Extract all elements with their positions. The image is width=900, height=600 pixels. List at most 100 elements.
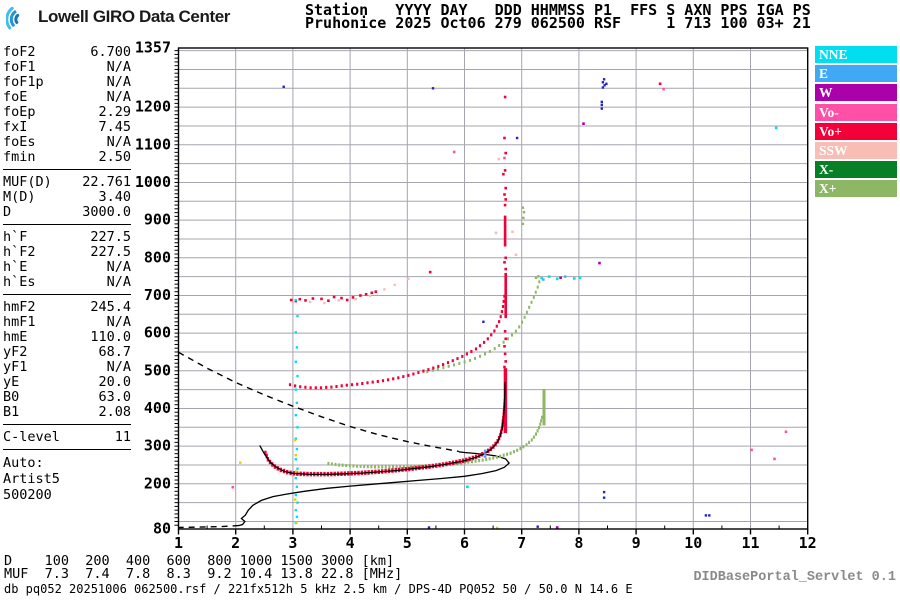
trace-dash-O-trace-2nd-hop [493, 329, 496, 333]
trace-dash-X-trace-2nd-hop [468, 358, 471, 362]
trace-dash-X-trace [327, 461, 330, 466]
echo-dot-E-echoes [542, 278, 545, 281]
echo-dot-spread-F-column-red [504, 267, 507, 271]
cusp-smear-O-trace-cusp-smear [503, 368, 508, 433]
echo-dot-spread-F-column-red [503, 169, 507, 172]
trace-dash-X-trace-2nd-hop [479, 354, 482, 358]
param-label: h`Es [3, 274, 36, 290]
trace-dash-O-trace-2nd-hop [470, 350, 473, 353]
param-value: 2.29 [98, 104, 131, 120]
param-value: 6.700 [90, 44, 131, 60]
x-axis-label: 1 [174, 534, 183, 552]
param-label: hmF2 [3, 299, 36, 315]
trace-dash-X-trace [530, 438, 533, 442]
y-axis-label: 300 [144, 437, 171, 455]
trace-dash-X-trace [495, 455, 498, 459]
echo-dot-NNE-interference-column [294, 509, 297, 512]
x-axis-label: 6 [460, 534, 469, 552]
param-row-yf2: yF2 68.7 [3, 345, 131, 360]
echo-dot-blue-echoes [601, 86, 605, 89]
param-value: 245.4 [90, 299, 131, 315]
trace-dash-O-trace-2nd-hop [437, 364, 440, 368]
echo-dot-yellow-marks [239, 461, 242, 464]
echo-dot-blue-echoes [600, 100, 603, 104]
legend-item-nne: NNE [815, 46, 897, 63]
trace-dash-O-trace-2nd-hop [299, 385, 302, 389]
echo-dot-spread-F-column-red [503, 330, 507, 333]
trace-dash-O-trace-2nd-hop [366, 381, 369, 385]
echo-dot-yellow-marks [295, 521, 298, 524]
trace-dash-X-trace [366, 465, 369, 469]
trace-dash-O-trace-2nd-hop [501, 305, 505, 308]
trace-dash-O-trace-2nd-hop [478, 344, 482, 348]
trace-dash-X-trace [356, 464, 358, 468]
echo-dot-spread-F-column-red [504, 360, 507, 363]
legend-item-w: W [815, 84, 897, 102]
param-value: 3000.0 [82, 204, 131, 220]
trace-dash-X-trace [345, 463, 348, 468]
param-row-md: M(D) 3.40 [3, 190, 131, 205]
trace-dash-X-trace [538, 426, 540, 430]
echo-dot-NNE-interference-column [294, 360, 297, 363]
trace-dash-X-trace [388, 465, 391, 469]
echo-dot-X-2nd-hop-cluster [537, 275, 540, 278]
trace-dash-O-trace-2nd-hop [446, 361, 450, 365]
echo-dot-Vo-minus-echoes [784, 430, 788, 434]
echo-dot-NNE-interference-column [296, 426, 299, 429]
station-header-line2: Pruhonice 2025 Oct06 279 062500 RSF 1 71… [305, 14, 811, 32]
param-row-hmf1: hmF1 N/A [3, 315, 131, 330]
y-axis-label: 1100 [135, 135, 171, 153]
trace-dash-X-trace [525, 443, 528, 447]
param-value: 227.5 [90, 244, 131, 260]
trace-dash-X-trace [535, 432, 537, 436]
x-axis-label: 7 [517, 534, 526, 552]
echo-dot-blue-echoes [602, 78, 606, 81]
param-row-hmf2: hmF2 245.4 [3, 300, 131, 315]
trace-dash-X-trace-2nd-hop [528, 305, 531, 309]
trace-dash-O-trace-2nd-hop [495, 324, 498, 328]
param-row-b0: B0 63.0 [3, 390, 131, 405]
echo-dot-blue-echoes [282, 85, 285, 88]
echo-dot-spread-F-column-red [504, 151, 507, 155]
param-label: fmin [3, 149, 36, 165]
echo-dot-spread-F-column-red [502, 172, 505, 176]
echo-dot-NNE-interference-column [295, 447, 299, 451]
param-row-hme: hmE 110.0 [3, 330, 131, 345]
trace-dash-X-trace-2nd-hop [488, 349, 491, 353]
param-value: 2.50 [98, 149, 131, 165]
param-row-fof2: foF2 6.700 [3, 45, 131, 60]
trace-dash-X-trace [370, 465, 373, 469]
trace-dash-X-trace [481, 458, 484, 462]
trace-dash-X-trace-2nd-hop [514, 329, 517, 333]
param-value: N/A [106, 59, 131, 75]
trace-dash-X-trace [352, 464, 355, 468]
trace-dash-X-trace [506, 452, 509, 456]
series-transmission-curve-nose-solid [238, 451, 510, 527]
x-axis-label: 11 [741, 534, 759, 552]
x-axis-label: 8 [574, 534, 583, 552]
param-label: foF2 [3, 44, 36, 60]
y-axis-label: 600 [144, 324, 171, 342]
param-label: foF1p [3, 74, 44, 90]
echo-dot-NNE-interference-column [295, 485, 299, 488]
echo-dot-3F-echoes-red [351, 296, 355, 299]
legend-item-vo: Vo- [815, 103, 897, 121]
legend-item-x: X+ [815, 180, 897, 198]
auto-row: Auto: [3, 455, 44, 471]
param-label: h`F [3, 229, 28, 245]
y-axis-label: 700 [144, 286, 171, 304]
param-value: N/A [106, 314, 131, 330]
echo-dot-3F-echoes-pink [323, 301, 326, 305]
param-row-hf2: h`F2 227.5 [3, 245, 131, 260]
y-axis-label: 500 [144, 361, 171, 379]
echo-dot-X-2nd-hop-cluster [521, 206, 524, 209]
giro-logo-icon [6, 6, 20, 30]
echo-dot-NNE-echoes [540, 276, 543, 280]
echo-dot-NNE-echoes [547, 275, 551, 278]
echo-dot-3F-echoes-red [370, 291, 374, 295]
echo-dot-3F-echoes-red [364, 293, 368, 296]
trace-dash-O-trace-2nd-hop [442, 363, 445, 367]
echo-dot-blue-echoes [600, 107, 603, 110]
echo-dot-NNE-interference-column [294, 477, 297, 480]
legend-item-x: X- [815, 161, 897, 179]
